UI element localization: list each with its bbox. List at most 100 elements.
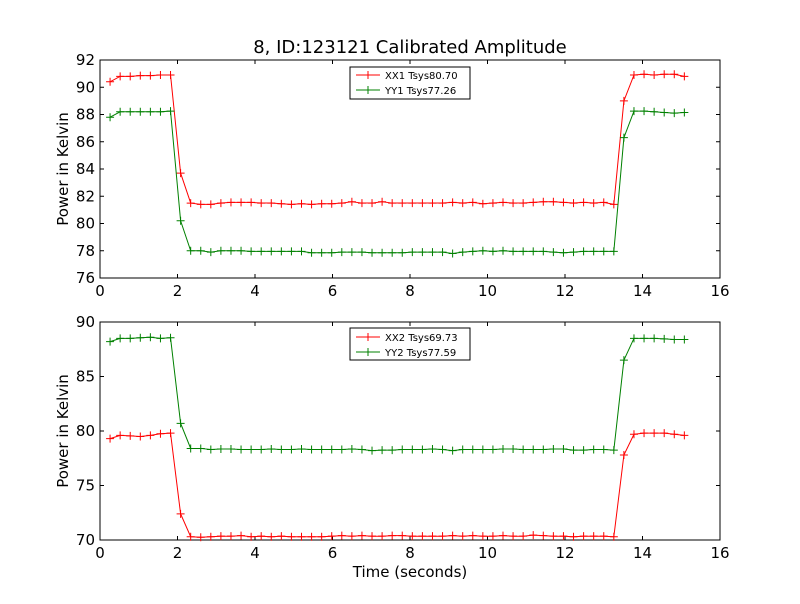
ticks-bottom	[99, 321, 721, 541]
data-point	[529, 198, 538, 207]
data-point	[337, 199, 346, 208]
data-point	[408, 532, 417, 541]
data-point	[257, 445, 266, 454]
y-tick-label: 76	[76, 269, 95, 287]
data-point	[206, 445, 215, 454]
subplot-top: 0 2 4 6 8 10 12 14 16 76 78 80 82 84 86 88 90 92 Power i…	[54, 51, 730, 300]
data-point	[559, 532, 568, 541]
legend-entry-xx2: XX2 Tsys69.73	[356, 333, 458, 344]
data-point	[206, 200, 215, 209]
data-point	[499, 198, 507, 207]
data-point	[488, 247, 497, 256]
data-point	[196, 533, 205, 542]
data-point	[116, 334, 125, 343]
data-point	[156, 70, 165, 79]
y-tick-label: 84	[76, 160, 95, 178]
data-point	[599, 198, 608, 207]
series-line-xx2	[109, 432, 685, 538]
data-point	[539, 531, 548, 540]
data-point	[287, 200, 296, 209]
data-point	[408, 248, 417, 257]
data-point	[458, 532, 467, 541]
data-point	[257, 247, 266, 256]
x-tick-label: 16	[710, 544, 729, 562]
data-point	[186, 199, 195, 208]
data-point	[247, 532, 256, 541]
data-point	[166, 429, 175, 438]
data-point	[519, 532, 528, 541]
data-point	[307, 200, 316, 209]
data-point	[226, 444, 235, 453]
data-point	[468, 198, 477, 207]
data-point	[589, 445, 598, 454]
data-point	[670, 109, 679, 118]
data-point	[559, 198, 568, 207]
data-point	[317, 248, 326, 257]
y-tick-label: 90	[76, 313, 95, 331]
data-point	[680, 72, 689, 81]
data-point	[307, 445, 316, 454]
data-point	[599, 247, 608, 256]
data-point	[378, 446, 387, 455]
data-point	[549, 444, 558, 453]
data-point	[347, 197, 356, 206]
data-point	[629, 334, 638, 343]
data-point	[448, 446, 457, 455]
y-tick-labels-top: 76 78 80 82 84 86 88 90 92	[76, 51, 95, 287]
x-tick-label: 14	[633, 544, 652, 562]
y-tick-label: 75	[76, 477, 95, 495]
data-point	[156, 334, 165, 343]
data-point	[368, 199, 377, 208]
series-line-yy2	[109, 336, 685, 452]
data-point	[428, 199, 437, 208]
data-point	[398, 199, 407, 208]
data-point	[650, 334, 659, 343]
data-point	[428, 444, 437, 453]
data-point	[216, 532, 225, 541]
data-point	[327, 248, 336, 257]
data-point	[126, 431, 135, 440]
data-point	[216, 199, 225, 208]
x-axis-label: Time (seconds)	[352, 563, 468, 581]
data-point	[136, 71, 145, 80]
data-point	[357, 199, 366, 208]
data-point	[297, 199, 306, 208]
data-point	[589, 199, 598, 208]
data-point	[609, 532, 618, 541]
data-point	[126, 72, 135, 81]
data-point	[418, 199, 427, 208]
data-point	[347, 444, 356, 453]
data-point	[438, 199, 447, 208]
data-point	[569, 199, 578, 208]
data-point	[166, 107, 175, 116]
data-point	[357, 531, 366, 540]
chart-title: 8, ID:123121 Calibrated Amplitude	[253, 37, 567, 58]
data-point	[529, 531, 538, 540]
x-tick-label: 6	[328, 544, 338, 562]
data-point	[327, 199, 336, 208]
data-point	[136, 432, 145, 441]
data-point	[549, 532, 558, 541]
data-point	[509, 532, 518, 541]
data-point	[327, 532, 336, 541]
data-point	[680, 108, 689, 117]
data-point	[509, 199, 518, 208]
x-tick-label: 8	[405, 282, 415, 300]
data-point	[488, 199, 497, 208]
data-point	[388, 531, 397, 540]
data-point	[297, 532, 306, 541]
y-tick-label: 70	[76, 531, 95, 549]
data-point	[337, 445, 346, 454]
data-point	[176, 509, 185, 518]
data-point	[660, 108, 669, 117]
data-point	[237, 246, 246, 255]
y-axis-label-top: Power in Kelvin	[54, 112, 72, 226]
data-point	[277, 199, 286, 208]
data-point	[106, 113, 115, 122]
data-point	[287, 532, 296, 541]
data-point	[237, 445, 246, 454]
data-point	[660, 429, 669, 438]
legend-label-yy1: YY1 Tsys77.26	[384, 86, 456, 97]
data-point	[640, 334, 649, 343]
